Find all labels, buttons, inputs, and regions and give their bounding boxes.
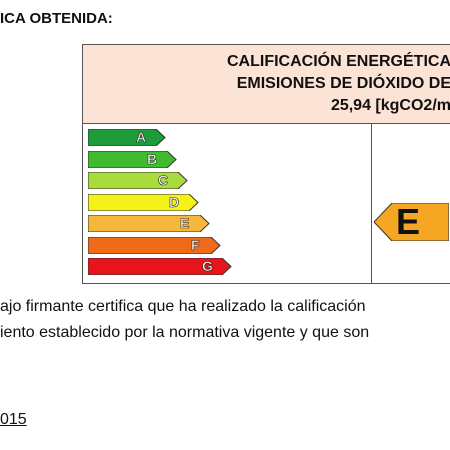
scale-letter: C [158,172,169,189]
scale-arrow-shape [87,236,221,254]
scale-arrow-shape [87,171,188,190]
date-fragment: 015 [0,411,27,428]
energy-certificate-box: CALIFICACIÓN ENERGÉTICA EMISIONES DE DIÓ… [82,44,450,284]
rating-letter: E [396,201,421,242]
scale-letter: F [191,236,200,253]
section-heading: ICA OBTENIDA: [0,10,113,27]
scale-letter: B [147,150,158,167]
scale-letter: D [169,193,180,210]
scale-bar-b: B [87,150,177,168]
scale-letter: G [202,258,213,275]
scale-arrow-shape [87,257,232,276]
emissions-value: 25,94 [kgCO2/m [330,97,450,114]
scale-bar-g: G [87,257,232,276]
scale-letter: E [180,215,190,232]
certificate-title-line2: EMISIONES DE DIÓXIDO DE [236,75,450,92]
scale-arrow-shape [87,128,166,147]
body-text-line1: ajo firmante certifica que ha realizado … [0,298,366,315]
certificate-title-line1: CALIFICACIÓN ENERGÉTICA [227,53,450,70]
certificate-header: CALIFICACIÓN ENERGÉTICA EMISIONES DE DIÓ… [83,45,450,124]
scale-letter: A [136,129,147,146]
scale-arrow-shape [87,150,177,168]
scale-bar-c: C [87,171,188,190]
scale-bar-f: F [87,236,221,254]
column-divider [371,123,372,283]
scale-arrow-shape [87,193,199,211]
scale-arrow-shape [87,214,210,233]
scale-bar-a: A [87,128,166,147]
body-text-line2: iento establecido por la normativa vigen… [0,324,370,341]
rating-indicator: E [373,201,450,242]
scale-bar-d: D [87,193,199,211]
scale-bar-e: E [87,214,210,233]
